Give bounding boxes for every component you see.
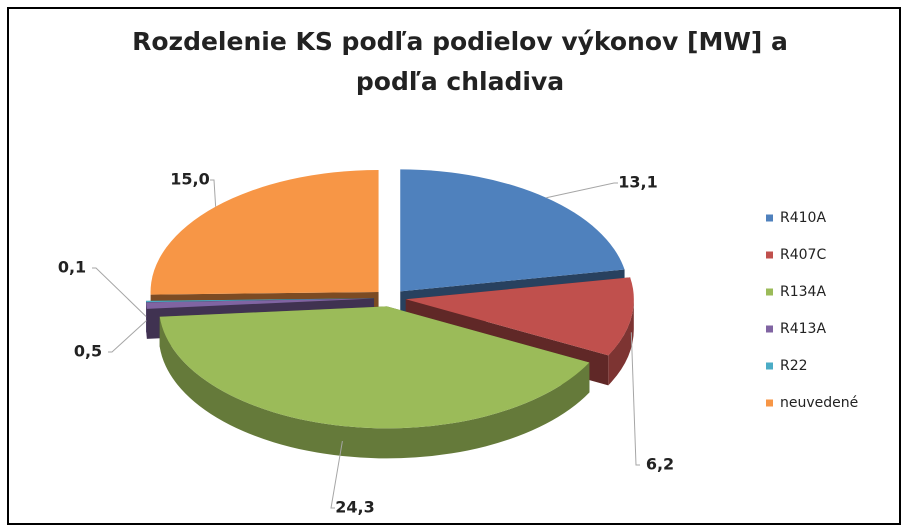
slice xyxy=(405,277,634,356)
value-label: 6,2 xyxy=(646,455,674,474)
leader-line xyxy=(546,182,618,199)
legend-label: R410A xyxy=(780,210,826,226)
leader-line xyxy=(108,320,147,353)
legend-label: R407C xyxy=(780,247,826,263)
legend-marker xyxy=(766,288,773,296)
legend-marker xyxy=(766,325,773,333)
slice-wall xyxy=(159,316,590,459)
legend-marker xyxy=(766,362,773,370)
leader-line xyxy=(630,332,640,466)
chart-title: Rozdelenie KS podľa podielov výkonov [MW… xyxy=(132,27,788,96)
slice xyxy=(400,169,625,292)
value-label: 0,1 xyxy=(58,258,86,277)
value-label: 15,0 xyxy=(170,170,209,189)
slice xyxy=(159,306,590,429)
legend-marker xyxy=(766,399,773,407)
value-label: 0,5 xyxy=(74,342,102,361)
value-label: 13,1 xyxy=(618,173,657,192)
legend-marker xyxy=(766,214,773,222)
legend-label: R413A xyxy=(780,321,826,337)
legend-label: R134A xyxy=(780,284,826,300)
slice-wall xyxy=(608,299,634,386)
legend-marker xyxy=(766,251,773,259)
value-label: 24,3 xyxy=(335,498,374,517)
slice xyxy=(146,298,375,309)
slice-wall xyxy=(146,302,147,339)
leader-line xyxy=(210,179,217,207)
slice xyxy=(146,298,375,303)
legend-label: neuvedené xyxy=(780,395,858,411)
leader-line xyxy=(330,440,343,509)
leader-line xyxy=(92,267,147,317)
slice xyxy=(150,170,379,295)
legend-label: R22 xyxy=(780,358,808,374)
